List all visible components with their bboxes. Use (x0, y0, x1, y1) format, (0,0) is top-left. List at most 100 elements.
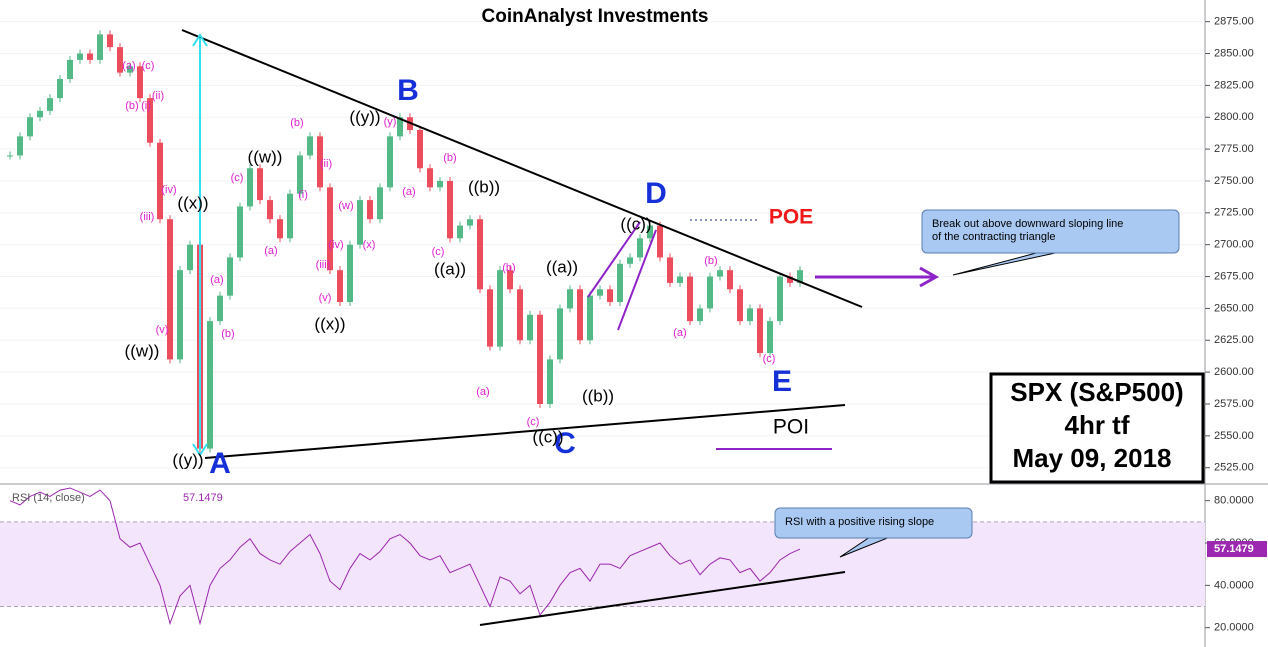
wave-label: ((w)) (125, 341, 160, 360)
candle (797, 270, 803, 283)
candle (397, 117, 403, 137)
wave-label: (a) (264, 245, 277, 257)
y-tick-label: 2650.00 (1214, 302, 1254, 314)
wave-label: (iv) (161, 184, 176, 196)
wave-label: ((y)) (349, 107, 380, 126)
candle (37, 110, 43, 118)
rsi-badge-label: 57.1479 (1214, 543, 1254, 555)
purple-line (617, 229, 657, 331)
wave-label: (w) (338, 200, 353, 212)
candle (687, 276, 693, 322)
candle (507, 270, 513, 290)
candle (747, 308, 753, 322)
candle (787, 276, 793, 283)
candle (7, 155, 13, 157)
rsi-trendline (479, 571, 846, 626)
wave-label: ((b)) (468, 177, 500, 196)
wave-label: ((c)) (620, 214, 651, 233)
candle (697, 308, 703, 322)
callout-text: Break out above downward sloping line (932, 218, 1123, 230)
y-tick-label: 2525.00 (1214, 462, 1254, 474)
wave-label: ((a)) (434, 259, 466, 278)
info-text: 4hr tf (1065, 410, 1130, 440)
candle (427, 168, 433, 188)
candle (757, 308, 763, 354)
wave-label: (c) (231, 172, 244, 184)
candle (237, 206, 243, 258)
y-tick-label: 2675.00 (1214, 270, 1254, 282)
callout-pointer (952, 251, 1061, 276)
candle (97, 34, 103, 60)
callout-text: of the contracting triangle (932, 231, 1056, 243)
y-tick-label: 2875.00 (1214, 16, 1254, 28)
y-tick-label: 2725.00 (1214, 207, 1254, 219)
poe-label: POE (769, 206, 813, 229)
wave-label: (iv) (328, 239, 343, 251)
rsi-title: RSI (14, close) (12, 492, 85, 504)
upper-trendline (181, 29, 863, 308)
candle (767, 321, 773, 354)
candle (517, 289, 523, 341)
candle (617, 263, 623, 303)
candle (277, 219, 283, 239)
wave-label: (y) (384, 116, 397, 128)
candle (367, 200, 373, 220)
candle (537, 314, 543, 404)
wave-label: ((c)) (532, 427, 563, 446)
candle (477, 219, 483, 290)
purple-line (587, 221, 641, 298)
wave-label: (x) (363, 239, 376, 251)
candle (117, 47, 123, 73)
wave-label: A (209, 447, 231, 480)
wave-label: E (772, 365, 792, 398)
y-tick-label: 2550.00 (1214, 430, 1254, 442)
info-text: SPX (S&P500) (1010, 377, 1183, 407)
breakout-arrow-head (919, 266, 940, 288)
candle (27, 117, 33, 137)
candle (587, 295, 593, 341)
wave-label: (v) (156, 324, 169, 336)
y-tick-label: 2700.00 (1214, 239, 1254, 251)
candle (707, 276, 713, 309)
rsi-badge (1207, 541, 1267, 558)
candle (127, 66, 133, 73)
candle (187, 244, 193, 271)
wave-label: (a) (402, 186, 415, 198)
candle (777, 276, 783, 322)
wave-label: ((w)) (248, 147, 283, 166)
candle (727, 270, 733, 290)
lower-trendline (204, 404, 846, 459)
wave-label: (ii) (152, 90, 164, 102)
candle (77, 53, 83, 60)
y-tick-label: 2825.00 (1214, 79, 1254, 91)
candle (217, 295, 223, 322)
y-tick-label: 2750.00 (1214, 175, 1254, 187)
wave-label: ((a)) (546, 257, 578, 276)
candle (417, 129, 423, 169)
wave-label: (c) (527, 416, 540, 428)
candle (457, 225, 463, 239)
candle (647, 225, 653, 239)
wave-label: (b) (290, 117, 303, 129)
candle (47, 98, 53, 111)
wave-label: ((x)) (314, 314, 345, 333)
candle (147, 98, 153, 143)
candle (667, 257, 673, 283)
wave-label: ((b)) (582, 386, 614, 405)
wave-label: (b) (704, 255, 717, 267)
y-tick-label: 2600.00 (1214, 366, 1254, 378)
candle (657, 225, 663, 258)
candle (447, 180, 453, 239)
candle (267, 200, 273, 220)
chart-title: CoinAnalyst Investments (482, 6, 709, 27)
wave-label: (b) (221, 328, 234, 340)
callout-box (774, 507, 973, 539)
y-tick-label: 2575.00 (1214, 398, 1254, 410)
candle (717, 270, 723, 277)
candle (157, 142, 163, 220)
wave-label: (c) (763, 353, 776, 365)
candle (377, 187, 383, 220)
wave-label: (i) (141, 100, 151, 112)
wave-label: (b) (502, 262, 515, 274)
